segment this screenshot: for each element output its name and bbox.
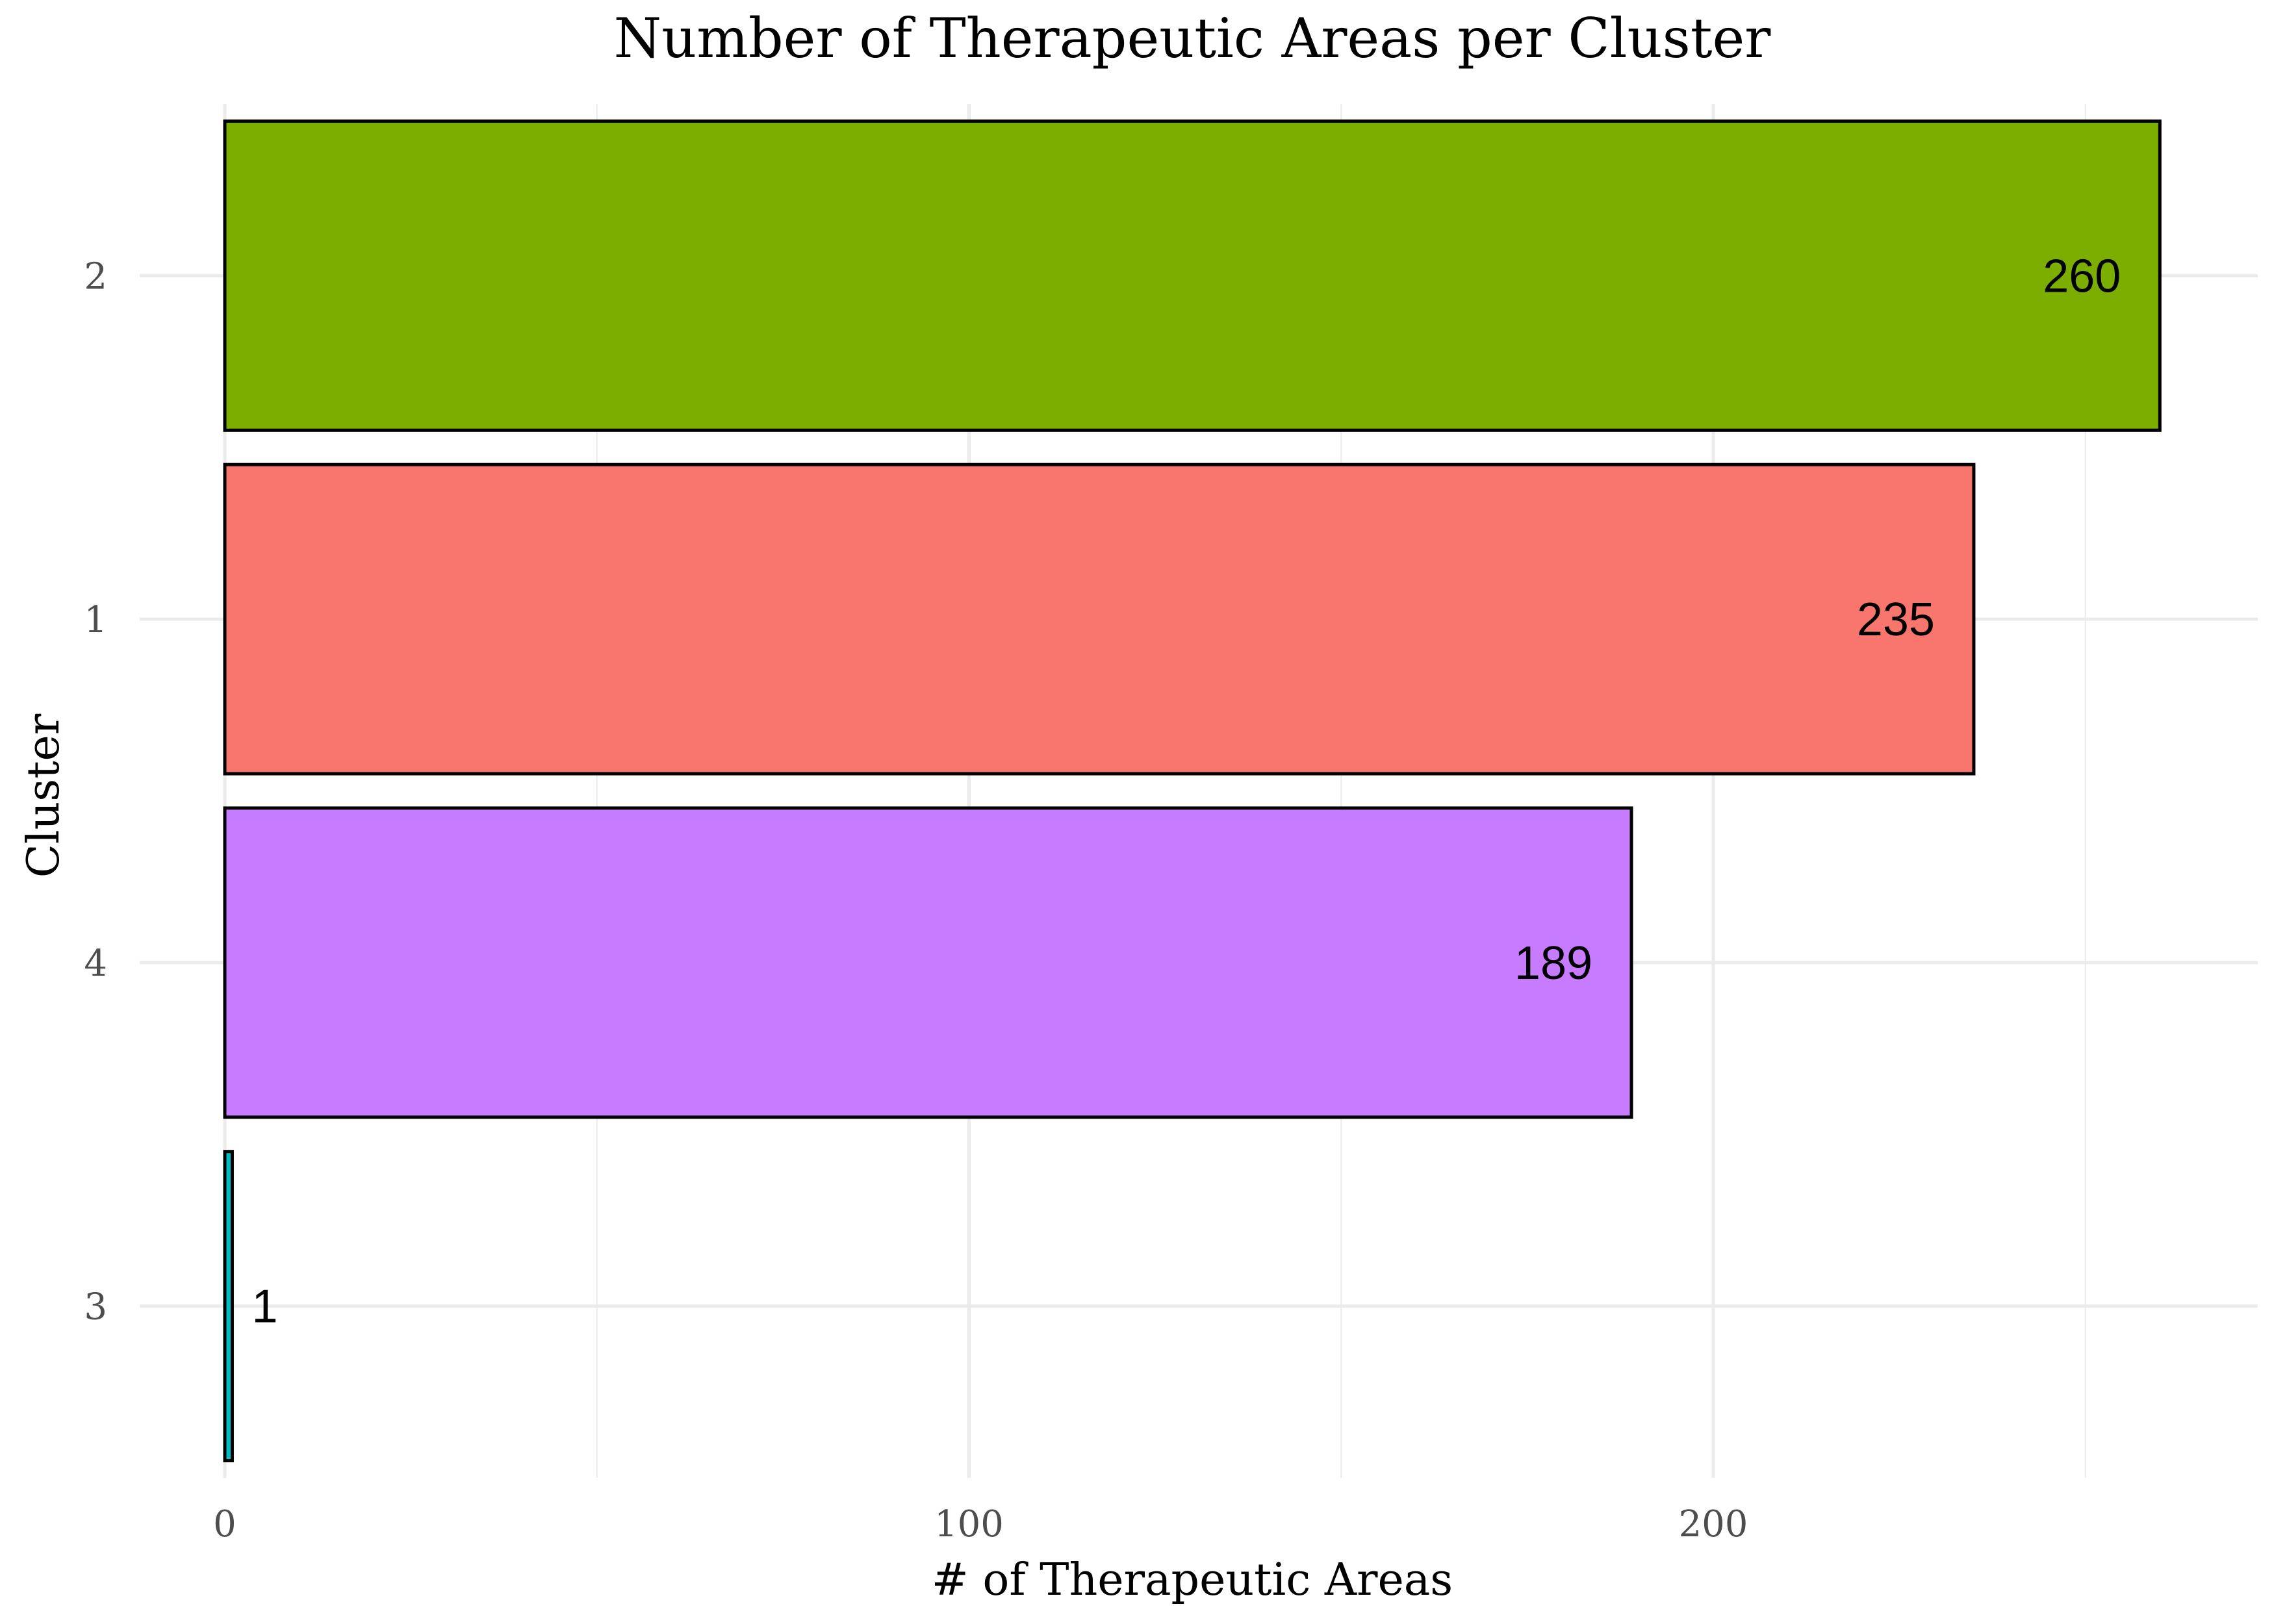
axes: 2 1 4 3 0 100 200	[84, 255, 1748, 1545]
x-tick-label: 100	[934, 1503, 1004, 1545]
data-label-cluster-3: 1	[251, 1281, 277, 1333]
y-tick-label: 2	[84, 255, 107, 298]
data-labels: 260 235 189 1	[251, 250, 2121, 1332]
data-label-cluster-4: 189	[1514, 937, 1592, 989]
data-label-cluster-1: 235	[1857, 594, 1935, 646]
bar-cluster-3	[223, 1150, 234, 1463]
y-tick-label: 4	[84, 943, 107, 985]
bar-cluster-2	[223, 119, 2162, 432]
y-tick-label: 3	[84, 1286, 107, 1328]
data-label-cluster-2: 260	[2043, 250, 2121, 302]
bar-cluster-1	[223, 463, 1976, 776]
y-tick-label: 1	[84, 599, 107, 641]
x-axis-title: # of Therapeutic Areas	[932, 1554, 1453, 1606]
x-tick-label: 200	[1679, 1503, 1748, 1545]
chart-title: Number of Therapeutic Areas per Cluster	[614, 6, 1772, 70]
x-tick-label: 0	[213, 1503, 236, 1545]
bar-cluster-4	[223, 806, 1633, 1119]
y-axis-title: Cluster	[18, 713, 70, 878]
bars	[223, 119, 2162, 1463]
